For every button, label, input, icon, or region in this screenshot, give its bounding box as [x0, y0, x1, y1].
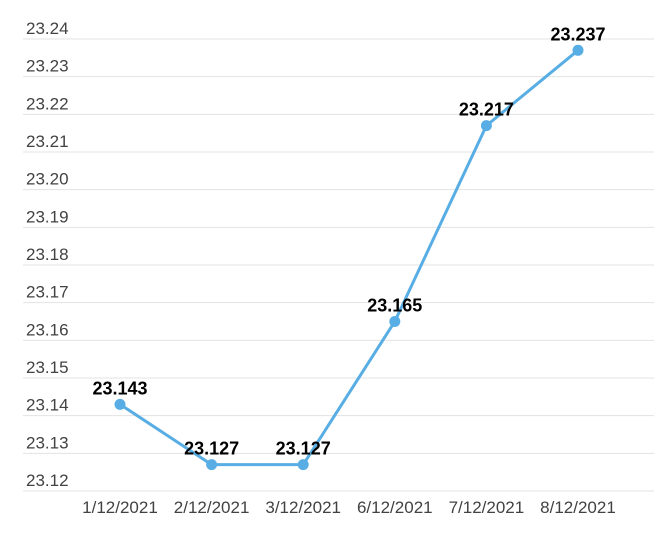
data-point[interactable] [572, 44, 584, 56]
data-point[interactable] [389, 316, 401, 327]
x-axis-tick-label: 2/12/2021 [174, 498, 250, 517]
data-point-label: 23.127 [276, 439, 331, 459]
data-point[interactable] [480, 120, 492, 132]
y-axis-tick-label: 23.20 [26, 170, 69, 189]
data-point-label: 23.143 [92, 378, 147, 398]
y-axis-tick-label: 23.15 [26, 358, 69, 377]
y-axis-tick-label: 23.16 [26, 320, 69, 339]
y-axis-tick-label: 23.17 [26, 283, 69, 302]
x-axis-tick-label: 3/12/2021 [265, 498, 341, 517]
y-axis-tick-label: 23.19 [26, 207, 69, 226]
data-point-label: 23.217 [459, 100, 514, 120]
data-point[interactable] [297, 459, 309, 471]
y-axis-tick-label: 23.22 [26, 94, 69, 113]
y-axis-tick-label: 23.13 [26, 433, 69, 452]
x-axis-tick-label: 7/12/2021 [449, 498, 525, 517]
y-axis-tick-label: 23.18 [26, 245, 69, 264]
x-axis-tick-label: 6/12/2021 [357, 498, 433, 517]
data-point-label: 23.237 [550, 24, 605, 44]
data-point-label: 23.165 [367, 296, 422, 316]
data-point-label: 23.127 [184, 439, 239, 459]
x-axis-tick-label: 1/12/2021 [82, 498, 158, 517]
data-point[interactable] [114, 398, 126, 410]
data-point[interactable] [206, 459, 218, 471]
y-axis-tick-label: 23.14 [26, 396, 69, 415]
y-axis-tick-label: 23.21 [26, 132, 69, 151]
y-axis-tick-label: 23.23 [26, 57, 69, 76]
y-axis-tick-label: 23.24 [26, 19, 69, 38]
x-axis-tick-label: 8/12/2021 [540, 498, 616, 517]
series-line [118, 48, 580, 467]
y-axis-tick-label: 23.12 [26, 471, 69, 490]
